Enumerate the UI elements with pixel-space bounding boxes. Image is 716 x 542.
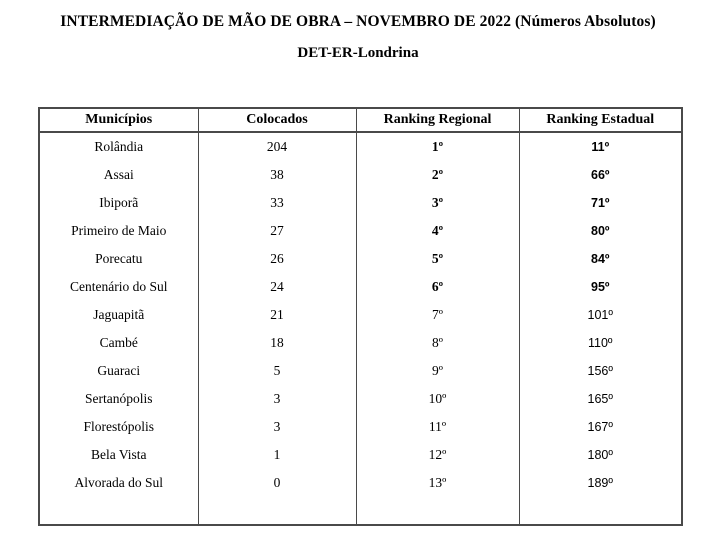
- page-title: INTERMEDIAÇÃO DE MÃO DE OBRA – NOVEMBRO …: [60, 13, 656, 30]
- cell-colocados: 18: [197, 329, 357, 357]
- table-row: Cambé 18 8º 110º: [38, 329, 683, 357]
- cell-ranking-regional: 2º: [355, 161, 520, 189]
- cell-ranking-estadual: 189º: [518, 469, 683, 497]
- cell-ranking-estadual: 156º: [518, 357, 683, 385]
- cell-ranking-regional: 4º: [355, 217, 520, 245]
- cell-colocados: 26: [197, 245, 357, 273]
- cell-colocados: 204: [197, 132, 357, 161]
- spacer-cell: [518, 497, 683, 525]
- cell-municipio: Rolândia: [38, 132, 199, 161]
- spacer-cell: [197, 497, 357, 525]
- cell-colocados: 1: [197, 441, 357, 469]
- table-row: Centenário do Sul 24 6º 95º: [38, 273, 683, 301]
- cell-ranking-estadual: 66º: [518, 161, 683, 189]
- table-spacer-row: [38, 497, 683, 525]
- placements-table: Municípios Colocados Ranking Regional Ra…: [38, 107, 683, 526]
- column-header-colocados: Colocados: [197, 108, 357, 133]
- table-row: Rolândia 204 1º 11º: [38, 132, 683, 161]
- cell-colocados: 21: [197, 301, 357, 329]
- cell-ranking-estadual: 101º: [518, 301, 683, 329]
- cell-ranking-regional: 3º: [355, 189, 520, 217]
- cell-ranking-regional: 7º: [355, 301, 520, 329]
- cell-municipio: Sertanópolis: [38, 385, 199, 413]
- cell-municipio: Alvorada do Sul: [38, 469, 199, 497]
- cell-ranking-estadual: 80º: [518, 217, 683, 245]
- cell-ranking-regional: 13º: [355, 469, 520, 497]
- cell-municipio: Primeiro de Maio: [38, 217, 199, 245]
- cell-ranking-estadual: 110º: [518, 329, 683, 357]
- cell-ranking-regional: 6º: [355, 273, 520, 301]
- cell-colocados: 3: [197, 385, 357, 413]
- cell-ranking-regional: 11º: [355, 413, 520, 441]
- table-row: Florestópolis 3 11º 167º: [38, 413, 683, 441]
- table-row: Jaguapitã 21 7º 101º: [38, 301, 683, 329]
- cell-ranking-estadual: 11º: [518, 132, 683, 161]
- cell-ranking-regional: 5º: [355, 245, 520, 273]
- cell-ranking-estadual: 165º: [518, 385, 683, 413]
- cell-municipio: Centenário do Sul: [38, 273, 199, 301]
- cell-municipio: Florestópolis: [38, 413, 199, 441]
- table-body: Rolândia 204 1º 11º Assai 38 2º 66º Ibiporã 33 3º 7…: [38, 132, 683, 525]
- table-row: Bela Vista 1 12º 180º: [38, 441, 683, 469]
- table-row: Ibiporã 33 3º 71º: [38, 189, 683, 217]
- column-header-municipios: Municípios: [38, 108, 199, 133]
- cell-ranking-estadual: 180º: [518, 441, 683, 469]
- cell-ranking-regional: 1º: [355, 132, 520, 161]
- cell-ranking-regional: 12º: [355, 441, 520, 469]
- cell-municipio: Cambé: [38, 329, 199, 357]
- cell-colocados: 33: [197, 189, 357, 217]
- cell-municipio: Ibiporã: [38, 189, 199, 217]
- cell-ranking-estadual: 167º: [518, 413, 683, 441]
- column-header-ranking-estadual: Ranking Estadual: [518, 108, 683, 133]
- column-header-ranking-regional: Ranking Regional: [355, 108, 520, 133]
- table-row: Assai 38 2º 66º: [38, 161, 683, 189]
- cell-colocados: 27: [197, 217, 357, 245]
- table-row: Primeiro de Maio 27 4º 80º: [38, 217, 683, 245]
- cell-municipio: Bela Vista: [38, 441, 199, 469]
- cell-colocados: 24: [197, 273, 357, 301]
- spacer-cell: [38, 497, 199, 525]
- cell-ranking-regional: 8º: [355, 329, 520, 357]
- cell-municipio: Jaguapitã: [38, 301, 199, 329]
- table-header-row: Municípios Colocados Ranking Regional Ra…: [38, 108, 683, 133]
- cell-ranking-regional: 10º: [355, 385, 520, 413]
- cell-colocados: 3: [197, 413, 357, 441]
- spacer-cell: [355, 497, 520, 525]
- table-row: Alvorada do Sul 0 13º 189º: [38, 469, 683, 497]
- cell-ranking-estadual: 84º: [518, 245, 683, 273]
- table-row: Guaraci 5 9º 156º: [38, 357, 683, 385]
- table-row: Sertanópolis 3 10º 165º: [38, 385, 683, 413]
- cell-municipio: Guaraci: [38, 357, 199, 385]
- cell-colocados: 0: [197, 469, 357, 497]
- cell-municipio: Assai: [38, 161, 199, 189]
- cell-colocados: 5: [197, 357, 357, 385]
- cell-colocados: 38: [197, 161, 357, 189]
- cell-ranking-estadual: 95º: [518, 273, 683, 301]
- table-row: Porecatu 26 5º 84º: [38, 245, 683, 273]
- cell-ranking-regional: 9º: [355, 357, 520, 385]
- page-subtitle: DET-ER-Londrina: [297, 45, 419, 61]
- cell-municipio: Porecatu: [38, 245, 199, 273]
- cell-ranking-estadual: 71º: [518, 189, 683, 217]
